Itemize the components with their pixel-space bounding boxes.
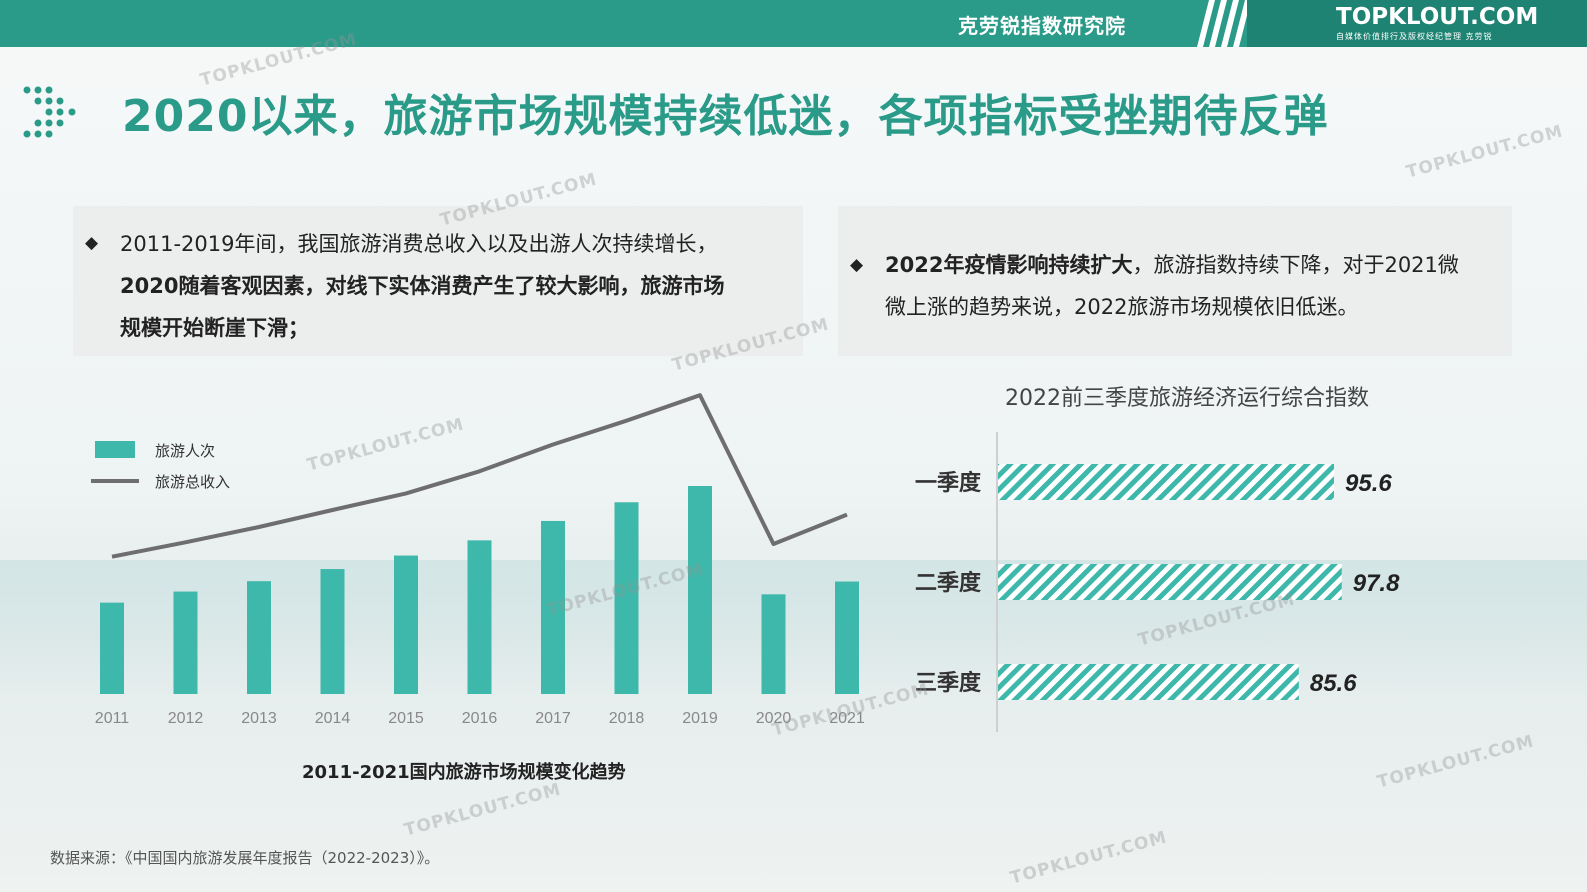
bullet-diamond-icon: ◆ (850, 255, 864, 275)
bar (998, 564, 1342, 600)
bar (614, 502, 639, 694)
insight-right-line1: 2022年疫情影响持续扩大，旅游指数持续下降，对于2021微 (885, 244, 1510, 286)
bar (173, 591, 198, 694)
stripes-decoration (1197, 0, 1251, 47)
insight-box-right: ◆ 2022年疫情影响持续扩大，旅游指数持续下降，对于2021微 微上涨的趋势来… (838, 206, 1512, 356)
bar (100, 602, 124, 694)
x-tick-label: 2012 (168, 710, 204, 727)
bar (835, 581, 859, 694)
index-chart-title: 2022前三季度旅游经济运行综合指数 (1005, 386, 1369, 411)
institute-name: 克劳锐指数研究院 (958, 14, 1126, 38)
data-label: 97.8 (1353, 570, 1400, 597)
dots-decoration-icon (23, 86, 76, 138)
insight-left-line1: 2011-2019年间，我国旅游消费总收入以及出游人次持续增长， (120, 232, 718, 256)
insight-text-left: 2011-2019年间，我国旅游消费总收入以及出游人次持续增长， 2020随着客… (120, 223, 800, 349)
header-bar: 克劳锐指数研究院 TOPKLOUT.COM 自媒体价值排行及版权经纪管理 克劳锐 (0, 0, 1587, 47)
legend-bar-swatch (95, 441, 135, 458)
source-note: 数据来源：《中国国内旅游发展年度报告（2022-2023）》。 (50, 849, 440, 867)
series-line (111, 393, 848, 559)
bar (998, 464, 1334, 500)
insight-box-left: ◆ 2011-2019年间，我国旅游消费总收入以及出游人次持续增长， 2020随… (73, 206, 803, 356)
insight-text-right: 2022年疫情影响持续扩大，旅游指数持续下降，对于2021微 微上涨的趋势来说，… (885, 244, 1510, 328)
category-label: 三季度 (915, 670, 982, 696)
trend-chart-title: 2011-2021国内旅游市场规模变化趋势 (302, 762, 626, 783)
bar (761, 594, 786, 694)
bar (998, 664, 1299, 700)
brand-logo-subtitle: 自媒体价值排行及版权经纪管理 克劳锐 (1336, 32, 1493, 41)
x-tick-label: 2013 (241, 710, 277, 727)
data-label: 85.6 (1310, 670, 1357, 697)
x-tick-label: 2016 (462, 710, 498, 727)
x-tick-label: 2014 (315, 710, 351, 727)
data-label: 95.6 (1345, 470, 1392, 497)
x-tick-label: 2011 (95, 710, 130, 727)
page-title: 2020以来，旅游市场规模持续低迷，各项指标受挫期待反弹 (122, 91, 1329, 142)
x-tick-label: 2020 (756, 710, 792, 727)
category-label: 二季度 (915, 570, 982, 596)
bar (688, 486, 712, 694)
category-label: 一季度 (915, 470, 982, 496)
legend-line-swatch (91, 479, 139, 483)
trend-chart: 2011 2012 2013 2014 2015 2016 2017 2018 2019 2020… (95, 393, 865, 727)
bar (541, 520, 565, 694)
x-tick-label: 2017 (535, 710, 571, 727)
brand-logo: TOPKLOUT.COM (1336, 4, 1539, 30)
insight-left-line3: 规模开始断崖下滑； (120, 316, 309, 340)
x-tick-label: 2015 (388, 710, 424, 727)
bullet-diamond-icon: ◆ (85, 233, 99, 253)
x-tick-label: 2018 (609, 710, 645, 727)
bar (467, 540, 492, 694)
bar (394, 555, 418, 694)
x-tick-label: 2021 (829, 710, 865, 727)
x-tick-label: 2019 (682, 710, 718, 727)
insight-right-line2: 微上涨的趋势来说，2022旅游市场规模依旧低迷。 (885, 295, 1359, 319)
insight-right-line1-rest: ，旅游指数持续下降，对于2021微 (1132, 253, 1459, 277)
insight-left-line2: 2020随着客观因素，对线下实体消费产生了较大影响，旅游市场 (120, 274, 725, 298)
bar (320, 569, 345, 694)
legend-bar-label: 旅游人次 (155, 442, 216, 460)
insight-right-bold: 2022年疫情影响持续扩大 (885, 253, 1133, 277)
header-logo-area (1247, 0, 1587, 47)
bar (247, 581, 271, 694)
legend-line-label: 旅游总收入 (155, 473, 231, 491)
index-chart: 一季度 95.6 二季度 97.8 三季度 85.6 (915, 432, 1400, 732)
